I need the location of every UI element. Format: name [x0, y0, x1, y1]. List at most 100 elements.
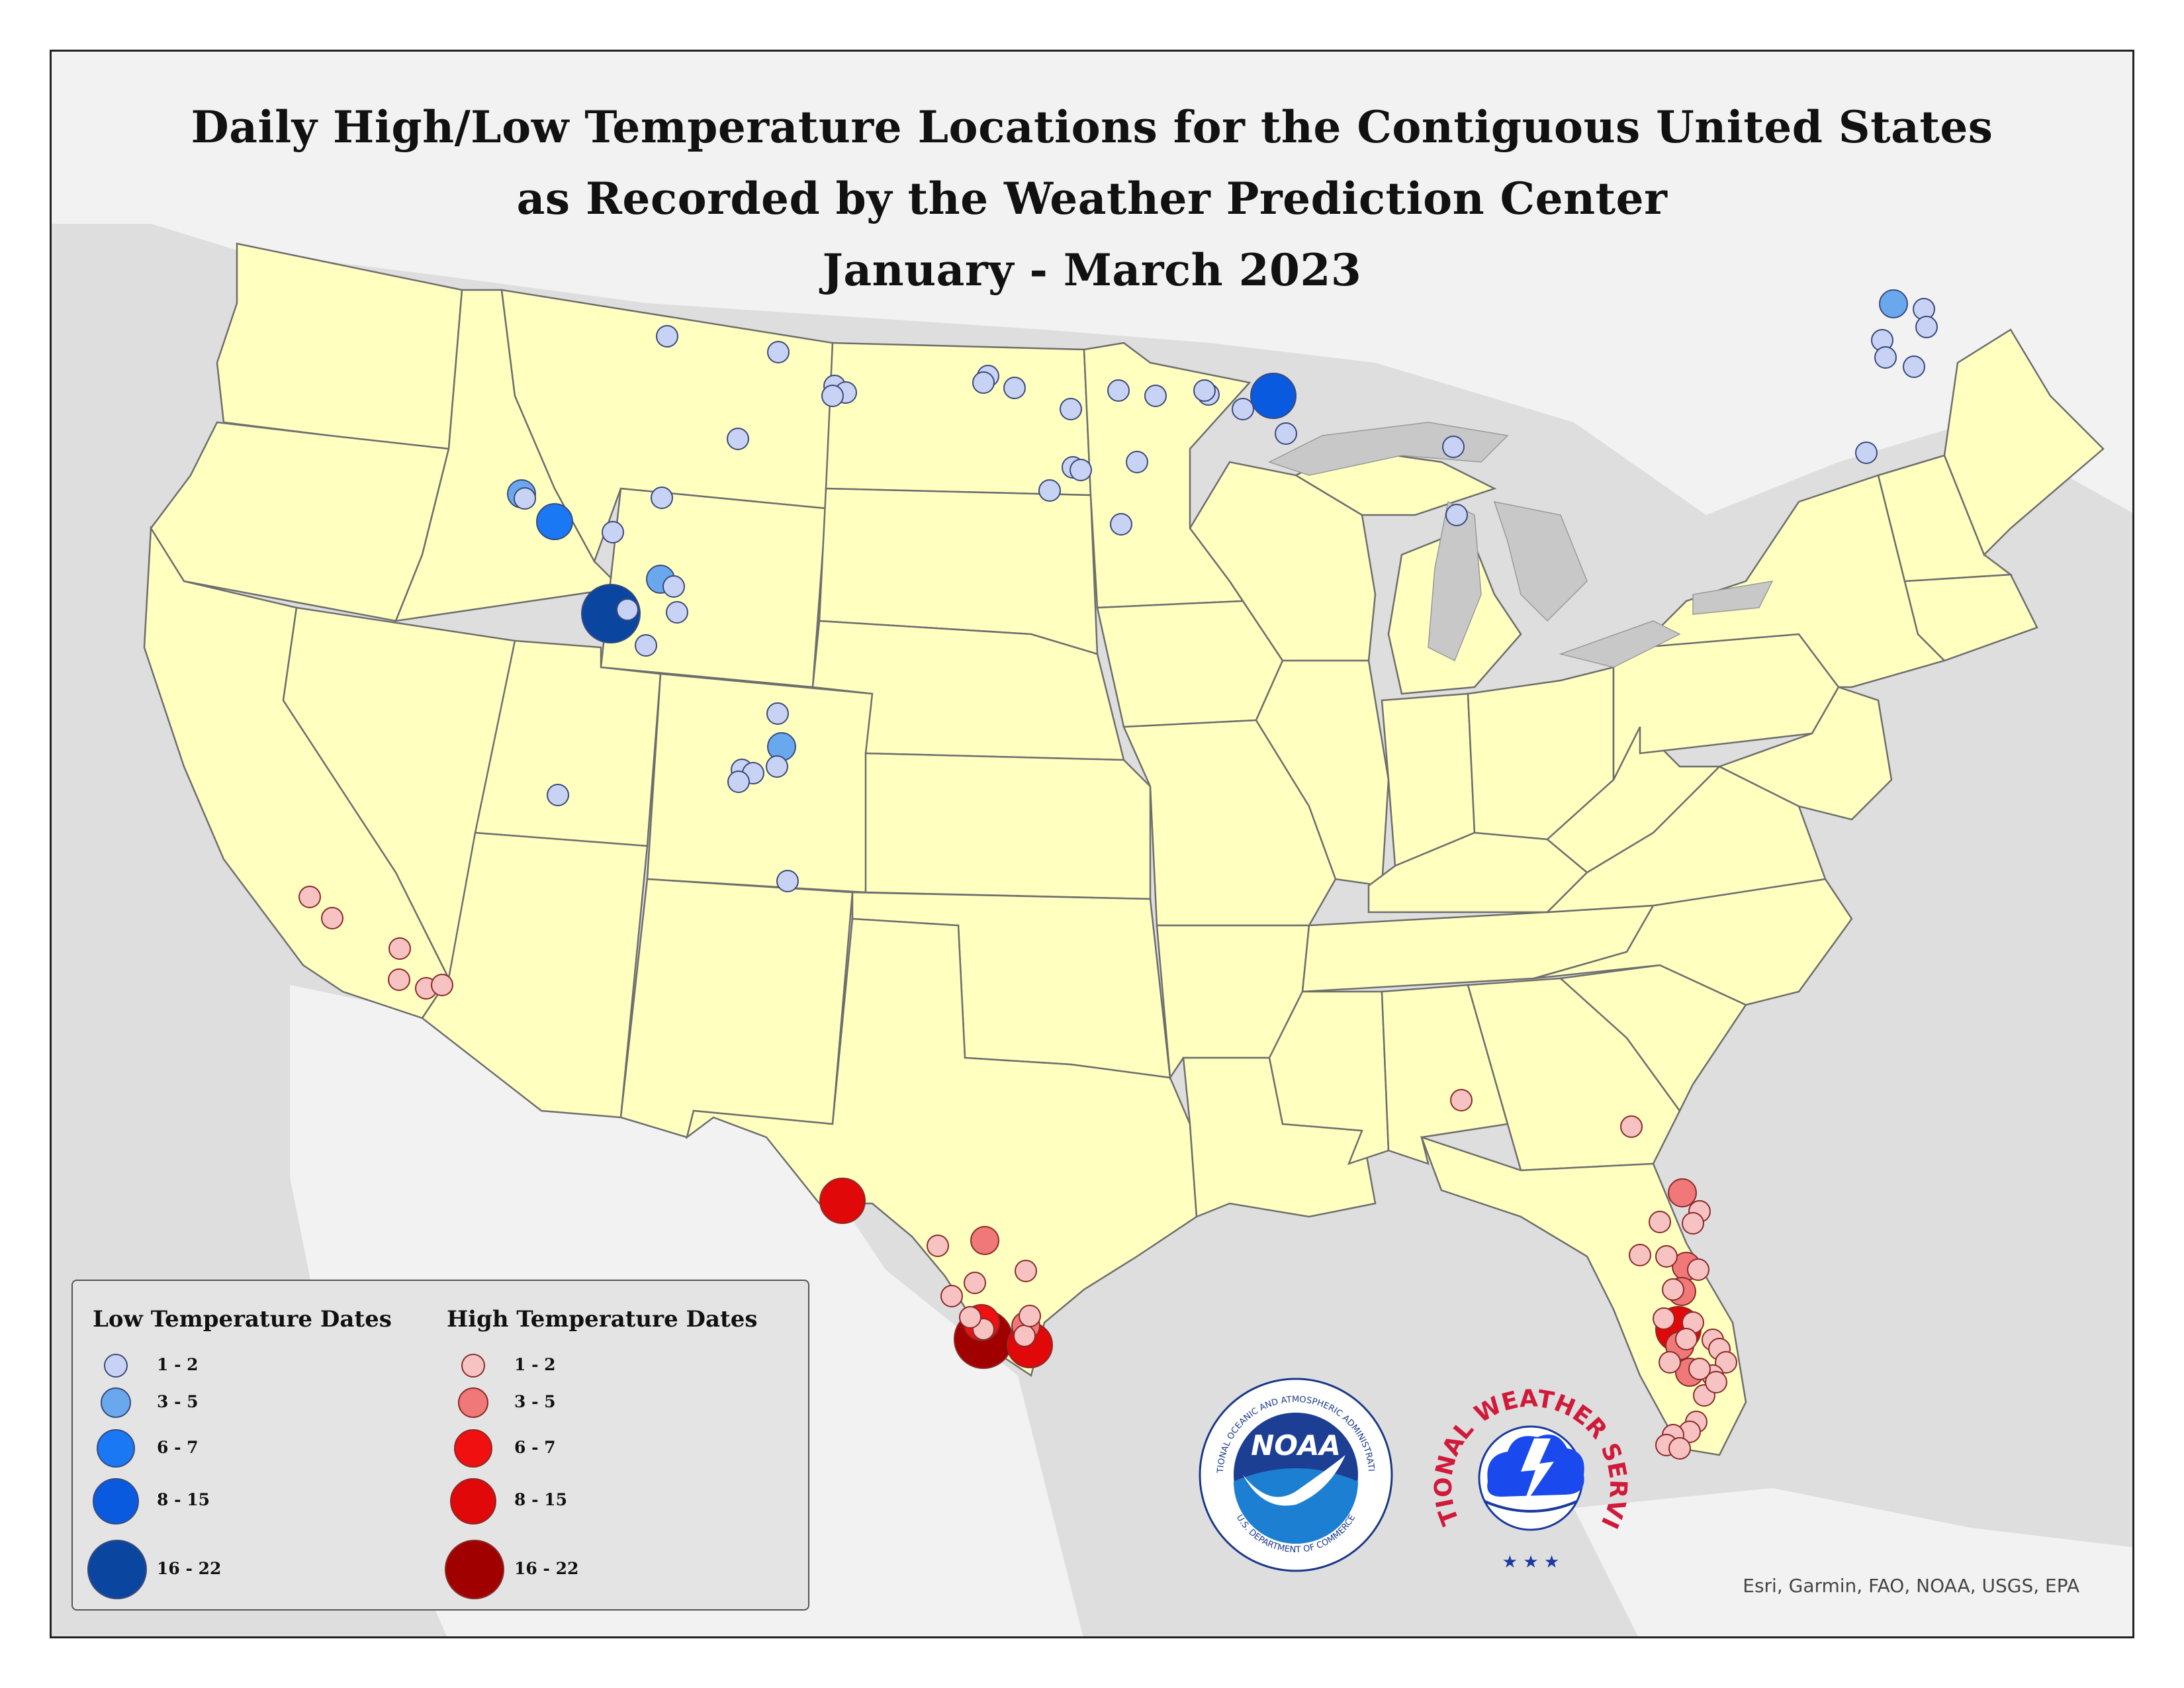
map-frame: Daily High/Low Temperature Locations for… — [50, 50, 2134, 1638]
legend-low-symbol-5 — [87, 1540, 147, 1599]
state-maryland-delaware-nj — [1717, 686, 1893, 821]
legend-low-symbol-3 — [97, 1429, 135, 1468]
low-temp-symbol — [635, 634, 657, 657]
high-temp-symbol — [321, 907, 343, 929]
low-temp-symbol — [1126, 451, 1148, 473]
low-temp-symbol — [1193, 379, 1216, 402]
legend-low-label-3: 6 - 7 — [157, 1438, 199, 1457]
low-temp-symbol — [1442, 436, 1465, 458]
high-temp-symbol — [1015, 1260, 1037, 1282]
state-wisconsin — [1189, 461, 1377, 662]
high-temp-symbol — [1450, 1089, 1473, 1111]
high-temp-symbol — [1675, 1328, 1698, 1350]
high-temp-symbol — [1682, 1212, 1704, 1235]
high-temp-symbol — [431, 974, 453, 996]
lake-superior — [1268, 422, 1509, 476]
legend-low-label-2: 3 - 5 — [157, 1392, 199, 1411]
state-north-dakota — [825, 342, 1092, 496]
high-temp-symbol — [1653, 1307, 1675, 1330]
low-temp-symbol — [651, 487, 673, 509]
legend-high-symbol-5 — [445, 1540, 504, 1599]
high-temp-symbol — [1687, 1258, 1709, 1281]
state-kansas — [864, 752, 1152, 900]
legend-high-symbol-2 — [458, 1387, 488, 1418]
title-line-2: as Recorded by the Weather Prediction Ce… — [516, 173, 1668, 224]
state-new-mexico — [619, 878, 854, 1139]
lake-ontario — [1692, 581, 1774, 615]
low-temp-symbol — [1144, 385, 1167, 407]
high-temp-symbol — [927, 1235, 949, 1257]
low-temp-symbol — [1874, 346, 1897, 369]
high-temp-symbol — [298, 886, 321, 908]
legend-low-heading: Low Temperature Dates — [93, 1306, 392, 1333]
great-lakes — [1268, 422, 1774, 668]
legend-low-label-4: 8 - 15 — [157, 1490, 210, 1509]
low-temp-symbol — [1060, 398, 1082, 420]
low-temp-symbol — [766, 702, 789, 725]
cuba-land — [1574, 1488, 2132, 1636]
high-temp-symbol — [970, 1226, 999, 1255]
lake-erie — [1559, 620, 1681, 668]
high-temp-symbol — [1705, 1371, 1727, 1393]
noaa-wordmark: NOAA — [1251, 1429, 1341, 1462]
high-temp-symbol — [388, 968, 410, 991]
map-title: Daily High/Low Temperature Locations for… — [52, 91, 2132, 306]
high-temp-symbol — [1013, 1325, 1036, 1347]
legend-high-heading: High Temperature Dates — [447, 1306, 758, 1333]
nws-stars: ★ ★ ★ — [1502, 1552, 1559, 1572]
low-temp-symbol — [1903, 355, 1925, 378]
low-temp-symbol — [656, 325, 678, 348]
legend-low-symbol-4 — [93, 1478, 139, 1524]
low-temp-symbol — [727, 428, 749, 450]
low-temp-symbol — [1445, 504, 1468, 526]
nws-logo: NATIONAL WEATHER SERVICE ★ ★ ★ — [1422, 1366, 1631, 1572]
low-temp-symbol — [767, 341, 790, 363]
legend-low-label-5: 16 - 22 — [157, 1559, 222, 1578]
high-temp-symbol — [1688, 1358, 1711, 1380]
temperature-symbols — [298, 289, 1938, 1460]
legend-high-label-4: 8 - 15 — [514, 1490, 567, 1509]
map-credit: Esri, Garmin, FAO, NOAA, USGS, EPA — [1743, 1575, 2079, 1597]
high-temp-symbol — [388, 937, 411, 960]
lake-michigan — [1428, 500, 1482, 662]
high-temp-symbol — [1620, 1115, 1643, 1138]
state-vermont-nh — [1877, 454, 2013, 583]
legend-low-label-1: 1 - 2 — [157, 1355, 199, 1374]
low-temp-symbol — [514, 487, 536, 510]
state-colorado — [646, 673, 874, 894]
low-temp-symbol — [1275, 422, 1297, 445]
low-temp-symbol — [616, 598, 639, 621]
canada-land — [52, 52, 2132, 515]
low-temp-symbol — [547, 784, 569, 806]
high-temp-symbol — [1659, 1351, 1681, 1374]
low-temp-symbol — [602, 521, 624, 543]
low-temp-symbol — [536, 503, 573, 540]
states — [143, 242, 2105, 1456]
high-temp-symbol — [1019, 1305, 1041, 1327]
legend-high-symbol-4 — [450, 1478, 496, 1524]
high-temp-symbol — [959, 1306, 981, 1329]
state-texas — [685, 917, 1198, 1378]
noaa-logo: NOAA NATIONAL OCEANIC AND ATMOSPHERIC AD… — [1197, 1376, 1393, 1572]
legend-high-label-2: 3 - 5 — [514, 1392, 556, 1411]
low-temp-symbol — [727, 771, 750, 793]
low-temp-symbol — [1069, 459, 1092, 481]
legend-high-label-5: 16 - 22 — [514, 1559, 579, 1578]
low-temp-symbol — [776, 870, 799, 892]
low-temp-symbol — [972, 371, 995, 394]
legend-panel: Low Temperature Dates High Temperature D… — [71, 1280, 809, 1611]
high-temp-symbol — [1668, 1178, 1697, 1207]
legend-high-symbol-3 — [454, 1429, 492, 1468]
state-maine — [1943, 328, 2105, 557]
low-temp-symbol — [1855, 442, 1878, 464]
title-line-1: Daily High/Low Temperature Locations for… — [191, 101, 1993, 153]
high-temp-symbol — [964, 1272, 986, 1294]
legend-low-symbol-2 — [101, 1387, 131, 1418]
low-temp-symbol — [821, 385, 844, 407]
low-temp-symbol — [1003, 377, 1026, 399]
legend-high-label-1: 1 - 2 — [514, 1355, 556, 1374]
low-temp-symbol — [1915, 316, 1938, 338]
high-temp-symbol — [1655, 1245, 1678, 1268]
low-temp-symbol — [1250, 373, 1297, 419]
low-temp-symbol — [1879, 289, 1908, 318]
